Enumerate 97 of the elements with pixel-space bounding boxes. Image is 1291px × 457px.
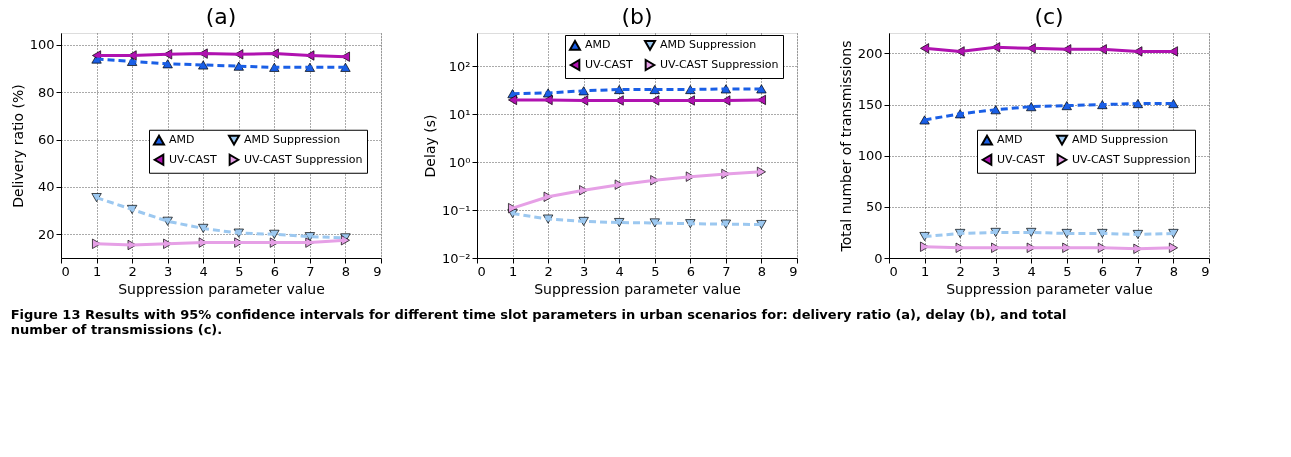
point	[649, 218, 660, 228]
x-tick-label: 1	[92, 263, 102, 279]
y-tick-label: 20	[37, 226, 55, 242]
legend-label: AMD	[585, 38, 611, 52]
point	[756, 84, 767, 94]
y-tick-label: 40	[37, 179, 55, 195]
point	[304, 232, 315, 242]
point	[756, 166, 766, 177]
x-tick-label: 6	[1098, 263, 1107, 279]
legend-label: UV-CAST	[997, 152, 1046, 166]
chart-title: (b)	[621, 4, 653, 29]
y-axis-title: Total number of transmissions	[837, 40, 854, 253]
point	[198, 60, 209, 70]
x-tick-label: 4	[199, 263, 208, 279]
x-tick-label: 3	[580, 263, 589, 279]
point	[162, 59, 173, 69]
legend-label: AMD	[169, 133, 195, 147]
x-axis-title: Suppression parameter value	[534, 280, 741, 297]
point	[1061, 229, 1072, 238]
x-tick-label: 8	[341, 263, 351, 279]
point	[233, 228, 244, 238]
x-tick-label: 8	[1169, 263, 1179, 279]
y-axis-title: Delivery ratio (%)	[9, 84, 26, 208]
x-tick-label: 2	[956, 263, 965, 279]
chart-title: (a)	[205, 4, 237, 29]
point	[649, 85, 660, 94]
x-tick-label: 3	[164, 263, 173, 279]
x-tick-label: 0	[61, 263, 70, 279]
x-tick-label: 3	[992, 263, 1001, 279]
y-tick-label: 10¹	[448, 106, 471, 122]
point	[543, 214, 554, 224]
point	[955, 109, 966, 119]
x-tick-label: 1	[920, 263, 930, 279]
point	[508, 203, 518, 214]
x-tick-label: 5	[235, 263, 244, 279]
point	[614, 218, 625, 228]
point	[756, 220, 767, 229]
y-tick-label: 150	[857, 97, 883, 113]
x-tick-label: 1	[508, 263, 518, 279]
point	[162, 216, 173, 226]
y-tick-label: 100	[857, 148, 883, 164]
y-tick-label: 200	[857, 45, 883, 61]
x-tick-label: 7	[306, 263, 315, 279]
point	[1168, 229, 1179, 238]
x-tick-label: 9	[373, 263, 382, 279]
x-tick-label: 5	[651, 263, 660, 279]
x-tick-label: 6	[270, 263, 279, 279]
point	[1026, 227, 1037, 237]
x-tick-label: 8	[757, 263, 767, 279]
x-tick-label: 4	[1027, 263, 1036, 279]
x-tick-label: 0	[477, 263, 486, 279]
point	[720, 219, 731, 229]
point	[91, 193, 102, 203]
x-axis-title: Suppression parameter value	[118, 280, 325, 297]
x-tick-label: 5	[1063, 263, 1072, 279]
point	[1168, 99, 1179, 109]
point	[919, 115, 930, 125]
x-tick-label: 0	[889, 263, 898, 279]
legend-label: AMD Suppression	[244, 133, 341, 147]
point	[1026, 102, 1037, 112]
x-tick-label: 4	[615, 263, 624, 279]
y-tick-label: 10⁰	[448, 154, 471, 170]
x-tick-label: 7	[722, 263, 731, 279]
x-tick-label: 9	[789, 263, 798, 279]
legend-label: AMD Suppression	[1072, 133, 1169, 147]
x-tick-label: 6	[686, 263, 695, 279]
legend-label: UV-CAST	[169, 152, 218, 166]
y-tick-label: 0	[874, 250, 883, 266]
y-tick-label: 50	[865, 199, 883, 215]
y-tick-label: 100	[29, 37, 55, 53]
point	[233, 61, 244, 71]
legend-label: AMD Suppression	[660, 38, 757, 52]
y-tick-label: 10²	[448, 58, 471, 74]
legend-label: UV-CAST	[585, 58, 634, 71]
y-tick-label: 10⁻¹	[441, 202, 471, 218]
x-tick-label: 9	[1201, 263, 1210, 279]
legend-label: AMD	[997, 133, 1023, 147]
legend-label: UV-CAST Suppression	[660, 58, 779, 71]
point	[720, 84, 731, 94]
point	[340, 62, 351, 72]
x-tick-label: 2	[544, 263, 553, 279]
y-tick-label: 80	[37, 84, 55, 100]
x-tick-label: 2	[128, 263, 137, 279]
chart-title: (c)	[1034, 4, 1064, 29]
y-axis-title: Delay (s)	[421, 114, 438, 178]
point	[1061, 101, 1072, 111]
point	[614, 85, 625, 94]
y-tick-label: 60	[37, 132, 55, 148]
point	[578, 86, 589, 96]
y-tick-label: 10⁻²	[441, 250, 471, 266]
x-axis-title: Suppression parameter value	[946, 280, 1153, 297]
legend-label: UV-CAST Suppression	[244, 152, 363, 166]
point	[919, 232, 930, 241]
x-tick-label: 7	[1134, 263, 1143, 279]
legend-label: UV-CAST Suppression	[1072, 152, 1191, 166]
caption: Figure 13 Results with 95% confidence intervals for different time slot parameters in urban scenarios for: delivery ratio (a), delay (b), and total number of transmissions (c).	[10, 306, 1067, 337]
point	[1168, 242, 1178, 253]
